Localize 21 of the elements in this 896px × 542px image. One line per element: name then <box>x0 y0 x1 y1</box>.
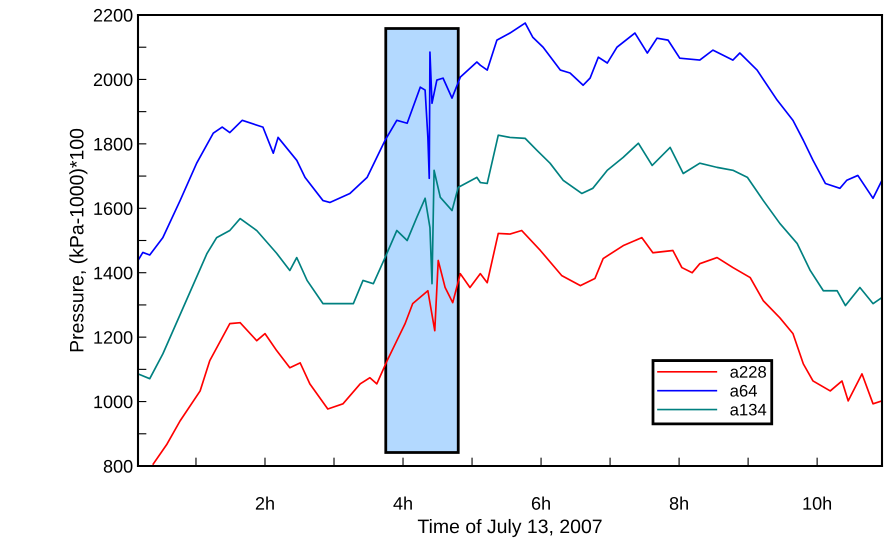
x-tick-label: 6h <box>532 496 550 510</box>
x-axis-title: Time of July 13, 2007 <box>418 518 602 538</box>
x-tick-label: 2h <box>256 496 274 510</box>
line-series <box>138 134 882 380</box>
legend-label: a64 <box>730 384 757 397</box>
y-tick-label: 1000 <box>94 396 132 408</box>
y-tick-label: 2000 <box>94 73 132 86</box>
y-tick-label: 1400 <box>94 266 132 280</box>
y-tick-label: 800 <box>104 460 132 473</box>
y-tick-label: 2200 <box>94 8 132 22</box>
y-tick-label: 1200 <box>94 331 132 344</box>
line-series <box>152 230 882 465</box>
legend-label: a228 <box>730 366 766 378</box>
x-tick-label: 4h <box>393 496 412 510</box>
y-tick-label: 1600 <box>94 202 132 216</box>
x-tick-label: 10h <box>803 496 832 510</box>
legend-label: a134 <box>730 404 766 416</box>
y-tick-label: 1800 <box>94 138 132 151</box>
y-axis-title: Pressure, (kPa-1000)*100 <box>69 128 88 352</box>
x-tick-label: 8h <box>670 496 688 510</box>
line-series <box>138 22 882 262</box>
